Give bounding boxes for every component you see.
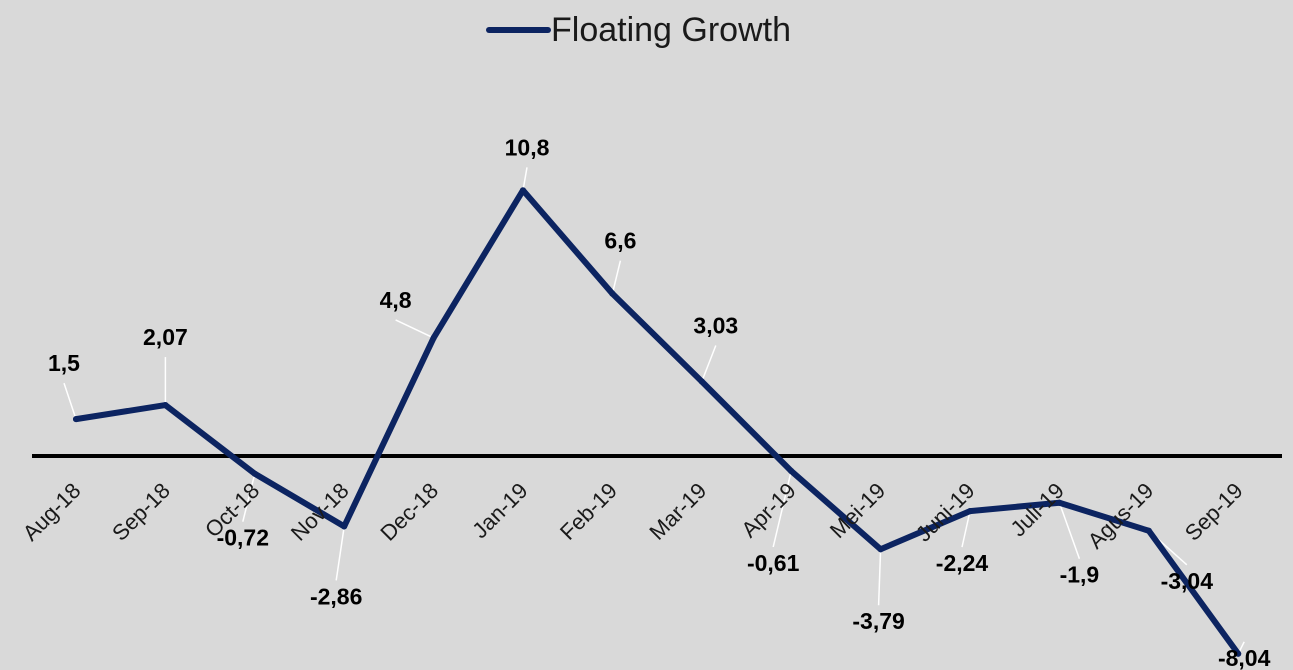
series-segment bbox=[251, 470, 348, 530]
data-label: 6,6 bbox=[604, 228, 636, 254]
data-label-leader bbox=[242, 473, 256, 522]
data-point bbox=[788, 468, 795, 475]
x-tick-label: Dec-18 bbox=[375, 478, 443, 546]
data-point bbox=[520, 187, 526, 194]
data-point bbox=[1056, 499, 1063, 506]
data-point bbox=[251, 470, 258, 477]
data-point bbox=[341, 523, 348, 530]
data-label: 2,07 bbox=[143, 324, 188, 350]
x-tick-label: Sep-19 bbox=[1180, 478, 1248, 546]
data-label-leader bbox=[772, 470, 792, 548]
legend-label: Floating Growth bbox=[551, 11, 791, 49]
data-label-leader bbox=[63, 382, 77, 420]
data-label-leader bbox=[395, 319, 434, 339]
x-tick-label: Apr-19 bbox=[736, 478, 800, 542]
x-tick-label: Feb-19 bbox=[555, 478, 622, 545]
data-label-leader bbox=[522, 167, 528, 191]
x-tick-label: Aug-18 bbox=[18, 478, 86, 546]
series-segment bbox=[788, 468, 884, 553]
x-tick-label: Mar-19 bbox=[644, 478, 711, 545]
x-tick-label: Jan-19 bbox=[467, 478, 532, 543]
data-point bbox=[1235, 650, 1242, 657]
series-segment bbox=[430, 187, 526, 341]
data-label: -0,72 bbox=[217, 525, 269, 551]
series-segment bbox=[609, 290, 705, 385]
data-labels: 1,5 2,07 -0,72 -2,86 4,8 10,8 6,6 3,03 -0,61 -3,7… bbox=[48, 134, 1271, 670]
legend: Floating Growth bbox=[486, 11, 791, 49]
series-segment bbox=[341, 334, 437, 530]
data-label-leader bbox=[611, 260, 622, 294]
data-point bbox=[967, 508, 973, 515]
data-label: 3,03 bbox=[693, 312, 738, 338]
data-point bbox=[1145, 527, 1152, 534]
data-label: -2,86 bbox=[310, 583, 362, 609]
data-label-leader bbox=[877, 549, 882, 606]
data-label: -1,9 bbox=[1060, 562, 1100, 588]
leader-lines bbox=[63, 167, 1245, 655]
data-label: -8,04 bbox=[1218, 645, 1271, 670]
data-label: 10,8 bbox=[505, 134, 550, 160]
data-label: -3,04 bbox=[1161, 568, 1214, 594]
series-segment bbox=[1145, 527, 1242, 657]
data-point bbox=[877, 546, 884, 553]
data-label: -2,24 bbox=[936, 550, 989, 576]
series-segment bbox=[73, 402, 169, 423]
series-segment bbox=[1056, 499, 1152, 534]
data-label-leader bbox=[1058, 502, 1081, 559]
series-segment bbox=[162, 402, 258, 477]
data-point bbox=[430, 334, 437, 341]
data-label-leader bbox=[335, 526, 345, 581]
data-label: 4,8 bbox=[380, 287, 412, 313]
series-segment bbox=[967, 499, 1063, 515]
series-segment bbox=[877, 508, 973, 553]
x-tick-label: Sep-18 bbox=[107, 478, 175, 546]
data-label: 1,5 bbox=[48, 350, 80, 376]
data-label-leader bbox=[701, 345, 717, 382]
data-label: -3,79 bbox=[852, 608, 904, 634]
data-point bbox=[162, 402, 169, 409]
data-point bbox=[73, 416, 79, 423]
series-lines bbox=[73, 187, 1242, 657]
series-segment bbox=[520, 187, 616, 297]
series-segment bbox=[698, 378, 795, 475]
data-label: -0,61 bbox=[747, 550, 800, 576]
data-point bbox=[609, 290, 616, 297]
data-label-leader bbox=[961, 510, 971, 548]
data-point bbox=[698, 378, 705, 385]
